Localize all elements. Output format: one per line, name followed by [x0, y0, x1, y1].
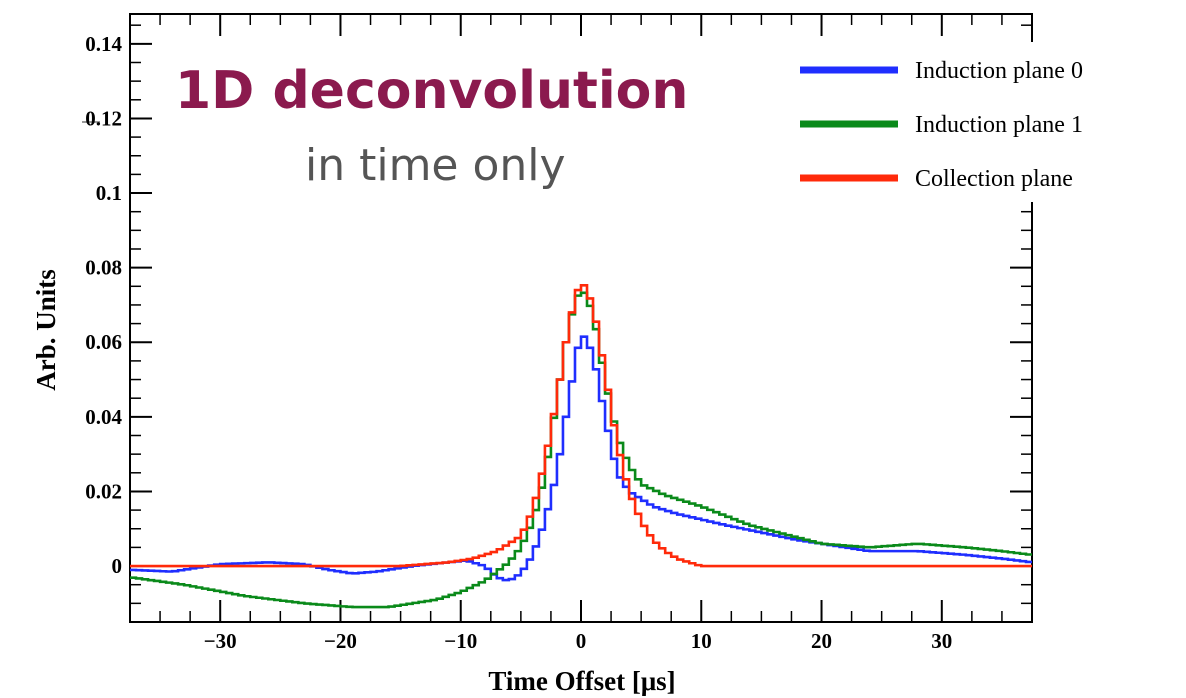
x-axis-ticks: −30 −20 −10 0 10 20 30: [159, 14, 1003, 653]
x-tick-label: −30: [204, 629, 237, 653]
y-tick-label: 0.04: [85, 405, 122, 429]
y-tick-label: 0.1: [96, 181, 122, 205]
y-axis-ticks: 0 0.02 0.04 0.06 0.08 0.1 0.12 0.14: [85, 24, 1032, 605]
legend-label-1: Induction plane 1: [915, 112, 1083, 138]
y-axis-title: Arb. Units: [31, 269, 61, 391]
x-tick-label: 30: [931, 629, 952, 653]
y-tick-label: 0.12: [85, 106, 122, 130]
legend-label-2: Collection plane: [915, 166, 1073, 192]
x-tick-label: 20: [811, 629, 832, 653]
legend: Induction plane 0 Induction plane 1 Coll…: [783, 42, 1083, 202]
x-tick-label: 0: [576, 629, 587, 653]
overlay-subtitle: in time only: [305, 140, 566, 191]
x-tick-label: −10: [444, 629, 477, 653]
series-line-2: [130, 284, 1032, 568]
y-tick-label: 0.08: [85, 256, 122, 280]
y-tick-label: 0.06: [85, 330, 122, 354]
x-tick-label: 10: [691, 629, 712, 653]
overlay-title: 1D deconvolution: [175, 61, 688, 121]
y-tick-label: 0: [112, 554, 123, 578]
y-tick-label: 0.14: [85, 32, 122, 56]
x-tick-label: −20: [324, 629, 357, 653]
legend-label-0: Induction plane 0: [915, 58, 1083, 84]
y-tick-label: 0.02: [85, 479, 122, 503]
x-axis-title: Time Offset [μs]: [488, 666, 675, 696]
series-line-0: [130, 335, 1032, 582]
series-lines: [130, 284, 1032, 609]
